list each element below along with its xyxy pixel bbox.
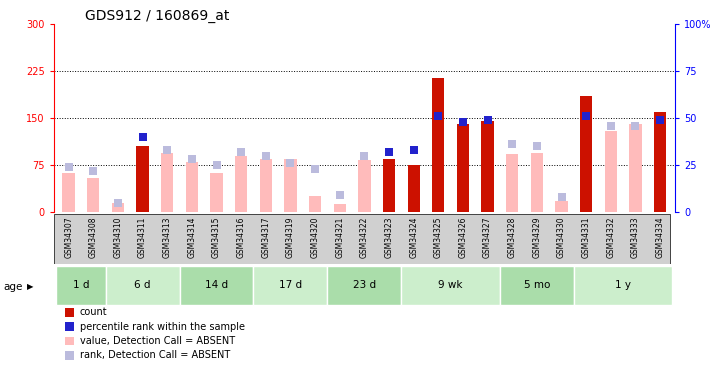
- Bar: [253, 266, 327, 305]
- Bar: [210, 172, 223, 212]
- Text: GSM34327: GSM34327: [483, 216, 492, 258]
- Point: [482, 117, 493, 123]
- Text: 14 d: 14 d: [205, 280, 228, 290]
- Point: [260, 153, 271, 159]
- Bar: [574, 266, 673, 305]
- Text: GSM34322: GSM34322: [360, 216, 369, 258]
- Point: [63, 164, 75, 170]
- Bar: [482, 121, 494, 212]
- Text: GSM34332: GSM34332: [606, 216, 615, 258]
- Text: 5 mo: 5 mo: [523, 280, 550, 290]
- Text: GSM34326: GSM34326: [459, 216, 467, 258]
- Point: [408, 147, 419, 153]
- Text: GSM34330: GSM34330: [557, 216, 566, 258]
- Text: GSM34321: GSM34321: [335, 216, 344, 258]
- Text: GSM34325: GSM34325: [434, 216, 443, 258]
- Bar: [506, 154, 518, 212]
- Text: 9 wk: 9 wk: [439, 280, 463, 290]
- Text: GSM34328: GSM34328: [508, 216, 517, 258]
- Point: [580, 113, 592, 119]
- Text: 1 d: 1 d: [73, 280, 89, 290]
- Text: GSM34320: GSM34320: [311, 216, 320, 258]
- Text: GSM34334: GSM34334: [656, 216, 665, 258]
- Text: age: age: [4, 282, 23, 292]
- Text: GSM34315: GSM34315: [212, 216, 221, 258]
- Bar: [358, 160, 370, 212]
- Bar: [580, 96, 592, 212]
- Bar: [408, 165, 420, 212]
- Text: 17 d: 17 d: [279, 280, 302, 290]
- Text: value, Detection Call = ABSENT: value, Detection Call = ABSENT: [80, 336, 235, 346]
- Text: GSM34308: GSM34308: [89, 216, 98, 258]
- Bar: [180, 266, 253, 305]
- Text: 1 y: 1 y: [615, 280, 631, 290]
- Bar: [383, 159, 395, 212]
- Text: ▶: ▶: [27, 282, 34, 291]
- Bar: [654, 118, 666, 212]
- Text: GSM34314: GSM34314: [187, 216, 196, 258]
- Bar: [500, 266, 574, 305]
- Text: GSM34324: GSM34324: [409, 216, 418, 258]
- Point: [236, 149, 247, 155]
- Text: GSM34319: GSM34319: [286, 216, 295, 258]
- Text: 6 d: 6 d: [134, 280, 151, 290]
- Text: GSM34310: GSM34310: [113, 216, 123, 258]
- Point: [88, 168, 99, 174]
- Point: [457, 119, 469, 125]
- Point: [186, 156, 197, 162]
- Point: [211, 162, 223, 168]
- Bar: [186, 162, 198, 212]
- Text: 23 d: 23 d: [353, 280, 376, 290]
- Point: [556, 194, 567, 200]
- Text: GSM34307: GSM34307: [64, 216, 73, 258]
- Bar: [334, 204, 346, 212]
- Bar: [56, 266, 106, 305]
- Bar: [605, 130, 617, 212]
- Bar: [112, 202, 124, 212]
- Bar: [531, 153, 543, 212]
- Point: [285, 160, 297, 166]
- Bar: [629, 124, 642, 212]
- Bar: [432, 78, 444, 212]
- Point: [334, 192, 345, 198]
- Bar: [309, 196, 321, 212]
- Bar: [136, 146, 149, 212]
- Point: [112, 200, 123, 206]
- Text: GSM34329: GSM34329: [533, 216, 541, 258]
- Point: [358, 153, 370, 159]
- Bar: [87, 177, 100, 212]
- Bar: [62, 172, 75, 212]
- Bar: [284, 159, 297, 212]
- Point: [605, 123, 617, 129]
- Point: [162, 147, 173, 153]
- Text: GSM34317: GSM34317: [261, 216, 270, 258]
- Bar: [556, 201, 568, 212]
- Bar: [235, 156, 247, 212]
- Point: [383, 149, 395, 155]
- Bar: [161, 153, 173, 212]
- Point: [531, 143, 543, 149]
- Point: [654, 117, 666, 123]
- Text: count: count: [80, 308, 107, 318]
- Text: GSM34323: GSM34323: [385, 216, 393, 258]
- Bar: [106, 266, 180, 305]
- Bar: [260, 159, 272, 212]
- Bar: [401, 266, 500, 305]
- Text: rank, Detection Call = ABSENT: rank, Detection Call = ABSENT: [80, 350, 230, 360]
- Point: [309, 166, 321, 172]
- Text: GSM34311: GSM34311: [138, 216, 147, 258]
- Point: [506, 141, 518, 147]
- Point: [630, 123, 641, 129]
- Text: GSM34333: GSM34333: [631, 216, 640, 258]
- Point: [432, 113, 444, 119]
- Bar: [654, 112, 666, 212]
- Text: GSM34316: GSM34316: [237, 216, 246, 258]
- Text: GSM34331: GSM34331: [582, 216, 591, 258]
- Bar: [457, 124, 469, 212]
- Bar: [327, 266, 401, 305]
- Text: GSM34313: GSM34313: [163, 216, 172, 258]
- Text: percentile rank within the sample: percentile rank within the sample: [80, 322, 245, 332]
- Point: [137, 134, 149, 140]
- Text: GDS912 / 160869_at: GDS912 / 160869_at: [85, 9, 229, 23]
